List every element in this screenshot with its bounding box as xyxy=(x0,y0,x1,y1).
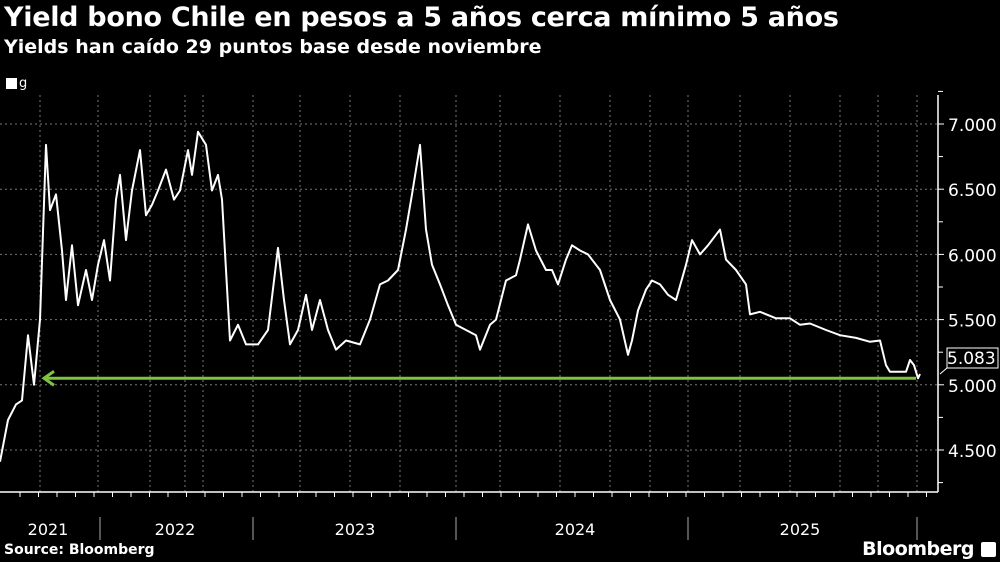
legend-label: g xyxy=(19,76,28,91)
y-tick-label: 5.000 xyxy=(948,377,997,397)
x-tick-label: 2025 xyxy=(780,520,821,539)
source-note: Source: Bloomberg xyxy=(4,542,155,558)
chart-subtitle: Yields han caído 29 puntos base desde no… xyxy=(4,36,542,58)
y-tick-label: 4.500 xyxy=(948,442,997,462)
last-value-label: 5.083 xyxy=(947,349,996,369)
chart-title: Yield bono Chile en pesos a 5 años cerca… xyxy=(4,2,839,33)
bloomberg-logo: Bloomberg xyxy=(862,538,974,560)
arrow-head xyxy=(41,370,55,387)
legend: g xyxy=(6,76,27,91)
x-tick-label: 2023 xyxy=(335,520,376,539)
y-tick-label: 6.500 xyxy=(948,181,997,201)
y-tick-label: 7.000 xyxy=(948,116,997,136)
x-tick-label: 2021 xyxy=(28,520,69,539)
x-tick-label: 2024 xyxy=(555,520,596,539)
bloomberg-chart-icon xyxy=(981,542,996,557)
y-tick-label: 5.500 xyxy=(948,312,997,332)
legend-swatch xyxy=(6,78,17,89)
y-tick-label: 6.000 xyxy=(948,246,997,266)
last-value-callout xyxy=(939,347,999,375)
series-line-g xyxy=(0,130,921,462)
x-tick-label: 2022 xyxy=(155,520,196,539)
